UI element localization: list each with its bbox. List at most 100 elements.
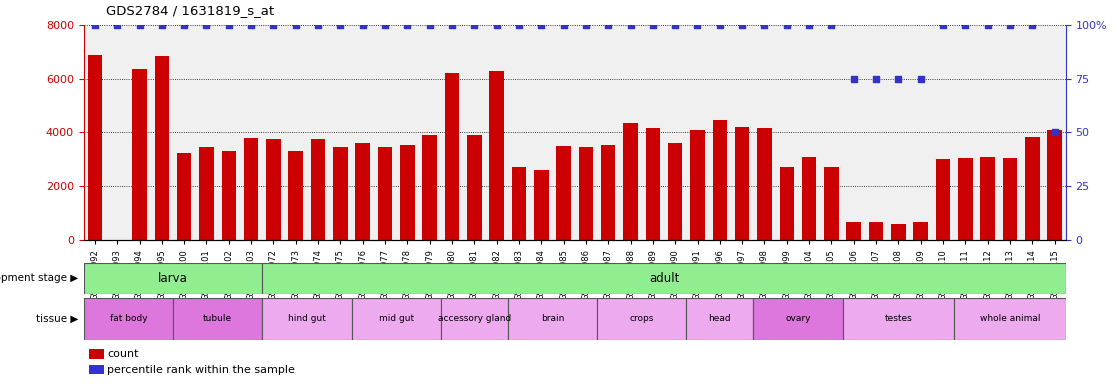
Text: count: count: [107, 349, 138, 359]
Bar: [333, 147, 347, 240]
Bar: [935, 159, 950, 240]
Bar: [262, 298, 352, 340]
Point: [912, 76, 930, 82]
Text: brain: brain: [541, 314, 564, 323]
Bar: [352, 298, 441, 340]
Bar: [645, 128, 660, 240]
Point: [510, 22, 528, 28]
Point: [376, 22, 394, 28]
Point: [465, 22, 483, 28]
Bar: [84, 298, 173, 340]
Point: [979, 22, 997, 28]
Bar: [154, 56, 169, 240]
Point: [198, 22, 215, 28]
Bar: [556, 146, 570, 240]
Bar: [913, 222, 927, 240]
Bar: [779, 167, 793, 240]
Bar: [958, 158, 972, 240]
Bar: [891, 224, 905, 240]
Point: [131, 22, 148, 28]
Bar: [400, 144, 414, 240]
Bar: [422, 135, 436, 240]
Point: [577, 22, 595, 28]
Bar: [262, 263, 1066, 294]
Bar: [466, 135, 481, 240]
Bar: [444, 73, 459, 240]
Point: [242, 22, 260, 28]
Bar: [712, 121, 727, 240]
Point: [354, 22, 372, 28]
Point: [108, 22, 126, 28]
Bar: [667, 143, 682, 240]
Bar: [757, 128, 771, 240]
Point: [845, 76, 863, 82]
Point: [599, 22, 617, 28]
Bar: [132, 70, 146, 240]
Bar: [377, 147, 392, 240]
Text: development stage ▶: development stage ▶: [0, 273, 78, 283]
Point: [443, 22, 461, 28]
Point: [309, 22, 327, 28]
Bar: [980, 157, 994, 240]
Text: ovary: ovary: [786, 314, 810, 323]
Point: [153, 22, 171, 28]
Point: [644, 22, 662, 28]
Point: [1023, 22, 1041, 28]
Point: [287, 22, 305, 28]
Point: [220, 22, 238, 28]
Bar: [221, 151, 235, 240]
Bar: [489, 71, 503, 240]
Bar: [578, 147, 593, 240]
Text: percentile rank within the sample: percentile rank within the sample: [107, 365, 295, 375]
Bar: [441, 298, 508, 340]
Text: mid gut: mid gut: [378, 314, 414, 323]
Point: [733, 22, 751, 28]
Bar: [173, 298, 262, 340]
Point: [867, 76, 885, 82]
Point: [622, 22, 639, 28]
Bar: [508, 298, 597, 340]
Bar: [310, 139, 325, 240]
Bar: [824, 167, 838, 240]
Text: fat body: fat body: [109, 314, 147, 323]
Point: [264, 22, 282, 28]
Bar: [84, 263, 262, 294]
Bar: [1024, 137, 1039, 240]
Bar: [533, 170, 548, 240]
Bar: [597, 298, 686, 340]
Point: [86, 22, 104, 28]
Text: crops: crops: [629, 314, 654, 323]
Bar: [868, 222, 883, 240]
Point: [532, 22, 550, 28]
Text: testes: testes: [885, 314, 912, 323]
Bar: [846, 222, 860, 240]
Point: [666, 22, 684, 28]
Point: [331, 22, 349, 28]
Point: [689, 22, 706, 28]
Bar: [843, 298, 954, 340]
Bar: [801, 157, 816, 240]
Bar: [623, 123, 637, 240]
Bar: [686, 298, 753, 340]
Text: adult: adult: [648, 272, 680, 285]
Point: [555, 22, 573, 28]
Text: hind gut: hind gut: [288, 314, 326, 323]
Bar: [266, 139, 280, 240]
Bar: [753, 298, 843, 340]
Text: head: head: [709, 314, 731, 323]
Bar: [288, 151, 302, 240]
Bar: [1002, 158, 1017, 240]
Bar: [734, 127, 749, 240]
Bar: [1047, 130, 1061, 240]
Bar: [690, 130, 704, 240]
Point: [711, 22, 729, 28]
Text: accessory gland: accessory gland: [437, 314, 511, 323]
Bar: [87, 55, 102, 240]
Text: tissue ▶: tissue ▶: [36, 314, 78, 324]
Bar: [600, 144, 615, 240]
Point: [956, 22, 974, 28]
Bar: [511, 167, 526, 240]
Text: whole animal: whole animal: [980, 314, 1040, 323]
Point: [822, 22, 840, 28]
Text: GDS2784 / 1631819_s_at: GDS2784 / 1631819_s_at: [106, 4, 275, 17]
